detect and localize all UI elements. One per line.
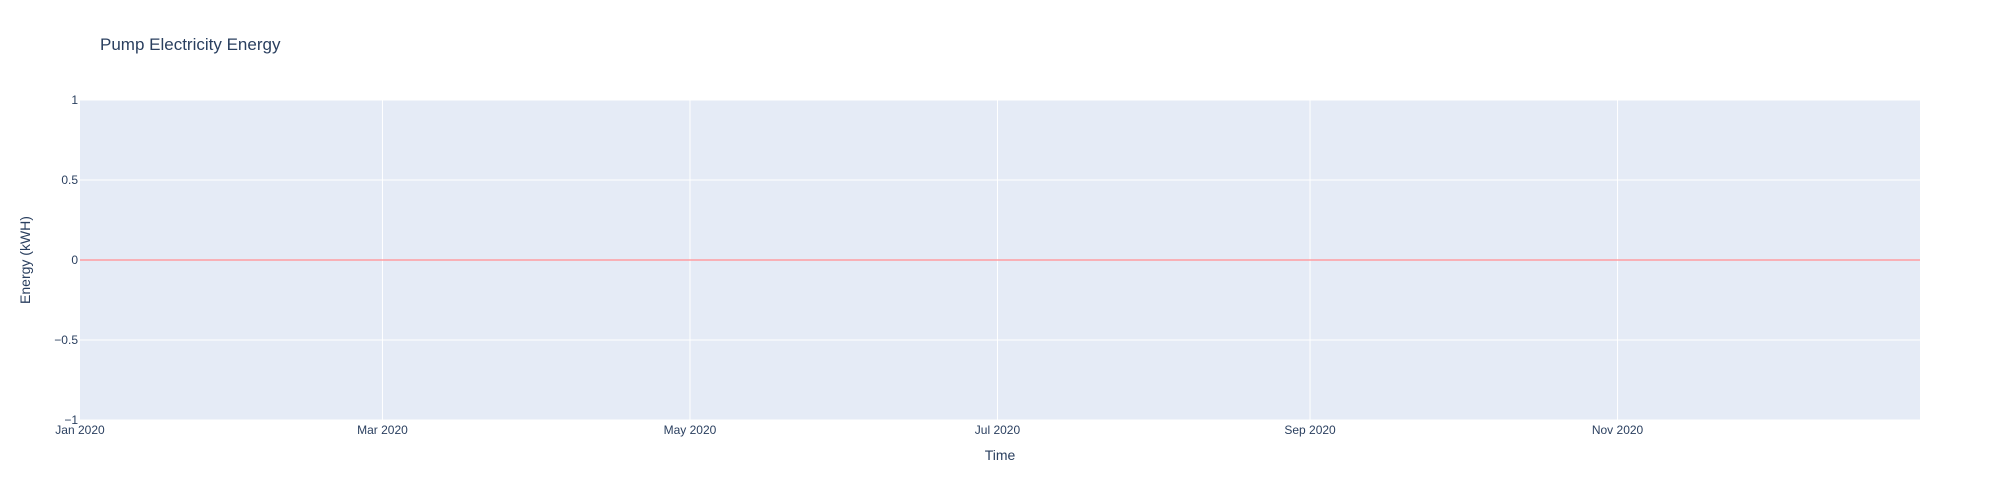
x-tick-label: Jul 2020 bbox=[975, 423, 1021, 437]
x-tick-label: Jan 2020 bbox=[55, 423, 105, 437]
x-tick-label: Sep 2020 bbox=[1284, 423, 1336, 437]
y-tick-label: 0.5 bbox=[61, 173, 78, 187]
y-tick-label: −0.5 bbox=[54, 333, 78, 347]
y-tick-label: −1 bbox=[64, 413, 78, 427]
y-tick-label: 0 bbox=[71, 253, 78, 267]
y-tick-labels: 1 0.5 0 −0.5 −1 bbox=[54, 93, 78, 427]
x-tick-label: Mar 2020 bbox=[357, 423, 408, 437]
x-axis-title: Time bbox=[985, 447, 1016, 463]
y-axis-title: Energy (kWH) bbox=[17, 216, 33, 304]
y-tick-label: 1 bbox=[71, 93, 78, 107]
x-tick-label: Nov 2020 bbox=[1592, 423, 1644, 437]
chart-title: Pump Electricity Energy bbox=[100, 35, 281, 54]
x-tick-label: May 2020 bbox=[664, 423, 717, 437]
x-tick-labels: Jan 2020 Mar 2020 May 2020 Jul 2020 Sep 2020… bbox=[55, 423, 1643, 437]
